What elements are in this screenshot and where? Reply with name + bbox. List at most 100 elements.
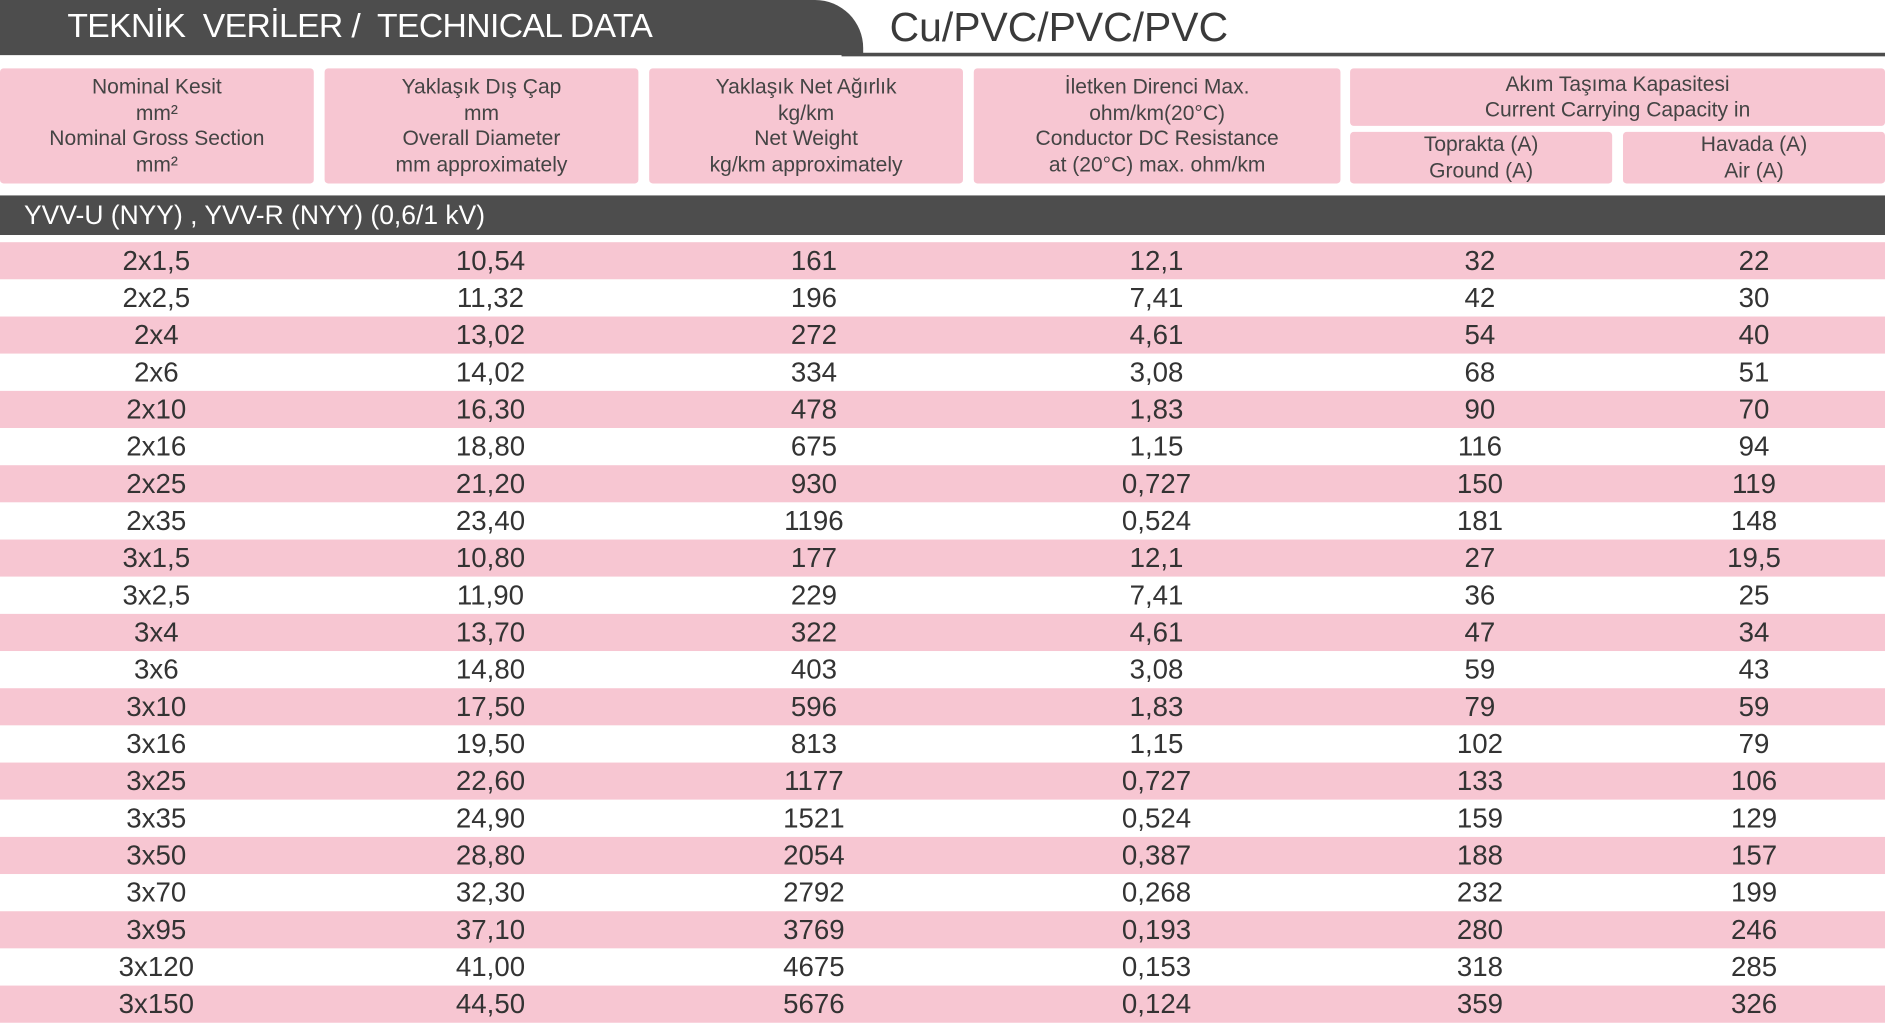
header-line: Air (A) [1724, 157, 1784, 182]
table-cell: 1521 [783, 802, 845, 834]
header-line: Net Weight [754, 125, 858, 150]
table-cell: 1,83 [1129, 393, 1184, 425]
header-line: Nominal Gross Section [49, 125, 265, 150]
table-cell: 2x10 [126, 393, 187, 425]
table-cell: 0,193 [1121, 913, 1192, 945]
table-cell: 930 [790, 467, 837, 499]
table-cell: 2054 [783, 839, 845, 871]
header-line: ohm/km(20°C) [1089, 100, 1226, 125]
table-cell: 25 [1738, 579, 1770, 611]
table-cell: 3x70 [126, 876, 187, 908]
table-row: 3x4 13,70 322 4,61 47 34 [0, 613, 1885, 652]
table-cell: 10,80 [455, 541, 526, 574]
table-cell: 159 [1456, 802, 1503, 834]
table-row: 3x70 32,30 2792 0,268 232 199 [0, 874, 1885, 912]
table-cell: 7,41 [1129, 281, 1184, 313]
table-cell: 10,54 [455, 244, 526, 276]
table-row: 3x25 22,60 1177 0,727 133 106 [0, 762, 1885, 800]
header-line: Havada (A) [1700, 131, 1808, 156]
table-cell: 3x6 [133, 653, 179, 685]
table-cell: 272 [790, 318, 837, 351]
table-cell: 51 [1738, 356, 1770, 388]
header-line: Akım Taşıma Kapasitesi [1505, 71, 1730, 96]
table-row: 2x4 13,02 272 4,61 54 40 [0, 316, 1885, 354]
table-cell: 280 [1456, 913, 1503, 945]
table-cell: 3x35 [126, 802, 187, 834]
table-cell: 3x4 [133, 616, 179, 648]
group-header: Akım Taşıma Kapasitesi Current Carrying C… [1350, 68, 1885, 126]
table-row: 2x2,5 11,32 196 7,41 42 30 [0, 279, 1885, 317]
table-cell: 4,61 [1129, 318, 1184, 351]
table-cell: 148 [1730, 504, 1778, 536]
table-cell: 0,124 [1121, 987, 1192, 1020]
header-line: Toprakta (A) [1423, 131, 1539, 156]
table-cell: 229 [790, 579, 837, 611]
table-cell: 5676 [783, 987, 845, 1020]
table-cell: 0,268 [1121, 876, 1192, 908]
table-cell: 59 [1464, 653, 1496, 685]
table-cell: 1,83 [1129, 690, 1184, 722]
table-cell: 1,15 [1129, 430, 1184, 462]
table-cell: 1196 [784, 504, 844, 536]
table-cell: 119 [1731, 467, 1777, 499]
table-cell: 3x1,5 [122, 541, 191, 574]
table-cell: 2x2,5 [122, 281, 191, 313]
table-cell: 13,02 [455, 318, 526, 351]
table-cell: 0,153 [1121, 950, 1192, 982]
table-cell: 2x6 [133, 356, 179, 388]
header-line: at (20°C) max. ohm/km [1048, 151, 1266, 176]
header-line: İletken Direnci Max. [1064, 74, 1250, 99]
table-cell: 4,61 [1129, 616, 1184, 648]
table-cell: 54 [1464, 318, 1496, 351]
table-cell: 0,727 [1121, 467, 1192, 499]
table-cell: 68 [1464, 356, 1496, 388]
table-cell: 318 [1456, 950, 1503, 982]
table-cell: 3x50 [126, 839, 187, 871]
table-cell: 246 [1730, 913, 1778, 945]
table-cell: 21,20 [455, 467, 526, 499]
table-cell: 813 [790, 727, 837, 759]
table-cell: 596 [790, 690, 837, 722]
header-line: kg/km [778, 100, 835, 125]
table-cell: 16,30 [455, 393, 526, 425]
table-cell: 14,80 [455, 653, 526, 685]
table-cell: 1177 [784, 764, 844, 797]
table-cell: 188 [1456, 839, 1503, 871]
header-line: mm² [135, 100, 178, 125]
table-row: 2x10 16,30 478 1,83 90 70 [0, 390, 1885, 429]
table-cell: 2x4 [133, 318, 179, 351]
table-cell: 161 [790, 244, 837, 276]
column-header: Yaklaşık Net Ağırlık kg/km Net Weight kg/km… [649, 68, 963, 184]
table-cell: 12,1 [1129, 244, 1184, 276]
table-cell: 22,60 [455, 764, 526, 797]
table-cell: 12,1 [1129, 541, 1184, 574]
table-cell: 70 [1738, 393, 1770, 425]
table-cell: 3x95 [126, 913, 187, 945]
table-cell: 24,90 [455, 802, 526, 834]
table-row: 3x150 44,50 5676 0,124 359 326 [0, 985, 1885, 1023]
table-row: 3x16 19,50 813 1,15 102 79 [0, 725, 1885, 763]
table-cell: 18,80 [455, 430, 526, 462]
table-row: 3x95 37,10 3769 0,193 280 246 [0, 911, 1885, 949]
table-row: 3x120 41,00 4675 0,153 318 285 [0, 948, 1885, 986]
section-label: YVV-U (NYY) , YVV-R (NYY) (0,6/1 kV) [24, 200, 486, 231]
table-row: 3x6 14,80 403 3,08 59 43 [0, 651, 1885, 689]
table-cell: 3,08 [1129, 356, 1184, 388]
table-cell: 94 [1738, 430, 1770, 462]
table-row: 2x25 21,20 930 0,727 150 119 [0, 465, 1885, 503]
sub-header: Havada (A) Air (A) [1622, 131, 1885, 184]
table-cell: 3769 [783, 913, 845, 945]
header-line: kg/km approximately [709, 151, 903, 176]
column-header: Nominal Kesit mm² Nominal Gross Section mm² [0, 68, 314, 184]
table-row: 2x6 14,02 334 3,08 68 51 [0, 353, 1885, 391]
table-cell: 2x1,5 [122, 244, 191, 276]
table-cell: 14,02 [455, 356, 526, 388]
table-cell: 13,70 [455, 616, 526, 648]
subtitle: Cu/PVC/PVC/PVC [889, 4, 1229, 51]
table-row: 2x35 23,40 1196 0,524 181 148 [0, 502, 1885, 540]
table-cell: 478 [790, 393, 837, 425]
table-cell: 2x35 [126, 504, 187, 536]
table-cell: 199 [1730, 876, 1778, 908]
column-header: Yaklaşık Dış Çap mm Overall Diameter mm app… [324, 68, 639, 184]
